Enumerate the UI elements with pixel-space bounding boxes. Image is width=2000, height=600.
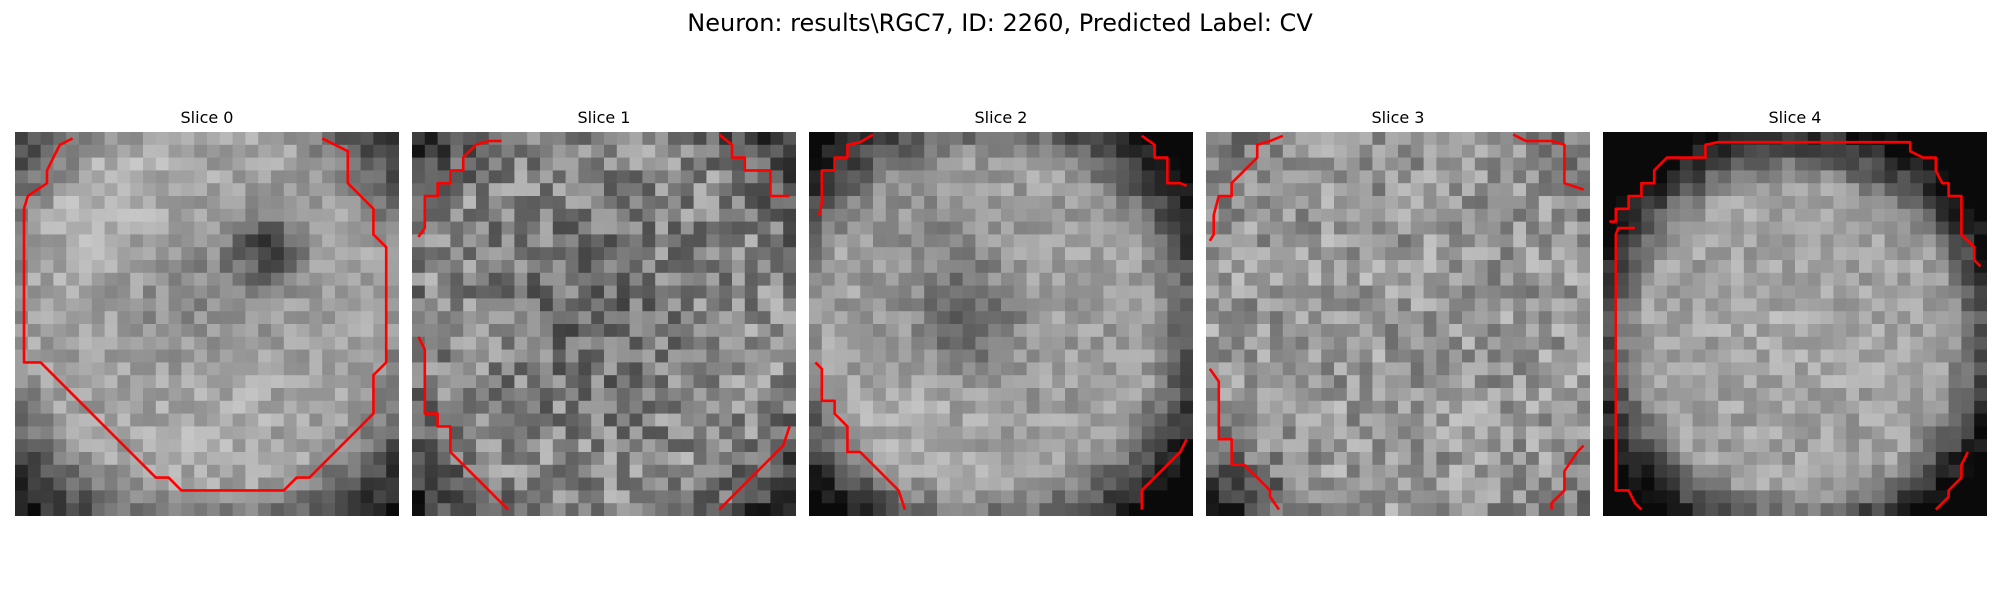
contour-line-2-1	[1141, 134, 1188, 188]
figure-title: Neuron: results\RGC7, ID: 2260, Predicte…	[687, 9, 1313, 37]
slice-image-3	[1206, 132, 1590, 516]
slice-image-2	[809, 132, 1193, 516]
slice-title-2: Slice 2	[974, 108, 1028, 127]
slice-title-0: Slice 0	[180, 108, 234, 127]
slice-image-1	[412, 132, 796, 516]
contour-line-2-2	[814, 361, 907, 511]
slice-panel-3: Slice 3	[1206, 108, 1590, 516]
contour-line-3-2	[1208, 368, 1281, 511]
contour-line-0-0	[22, 137, 388, 492]
contour-line-1-0	[417, 139, 502, 238]
contour-line-2-0	[817, 133, 874, 216]
contour-line-1-3	[718, 425, 791, 511]
contour-line-3-1	[1512, 133, 1585, 191]
contour-line-4-2	[1934, 451, 1969, 511]
contour-line-3-3	[1550, 444, 1585, 510]
slice-panel-2: Slice 2	[809, 108, 1193, 516]
slice-panel-0: Slice 0	[15, 108, 399, 516]
contour-line-3-0	[1208, 134, 1284, 242]
slice-title-1: Slice 1	[577, 108, 631, 127]
slice-image-4	[1603, 132, 1987, 516]
contour-line-1-2	[417, 336, 509, 511]
slice-title-4: Slice 4	[1768, 108, 1822, 127]
contour-line-4-0	[1609, 140, 1982, 268]
contour-line-1-1	[718, 133, 790, 198]
slice-title-3: Slice 3	[1371, 108, 1425, 127]
slice-panel-1: Slice 1	[412, 108, 796, 516]
contour-line-2-3	[1140, 438, 1188, 510]
slice-image-0	[15, 132, 399, 516]
slice-panel-4: Slice 4	[1603, 108, 1987, 516]
contour-line-4-1	[1614, 226, 1643, 511]
